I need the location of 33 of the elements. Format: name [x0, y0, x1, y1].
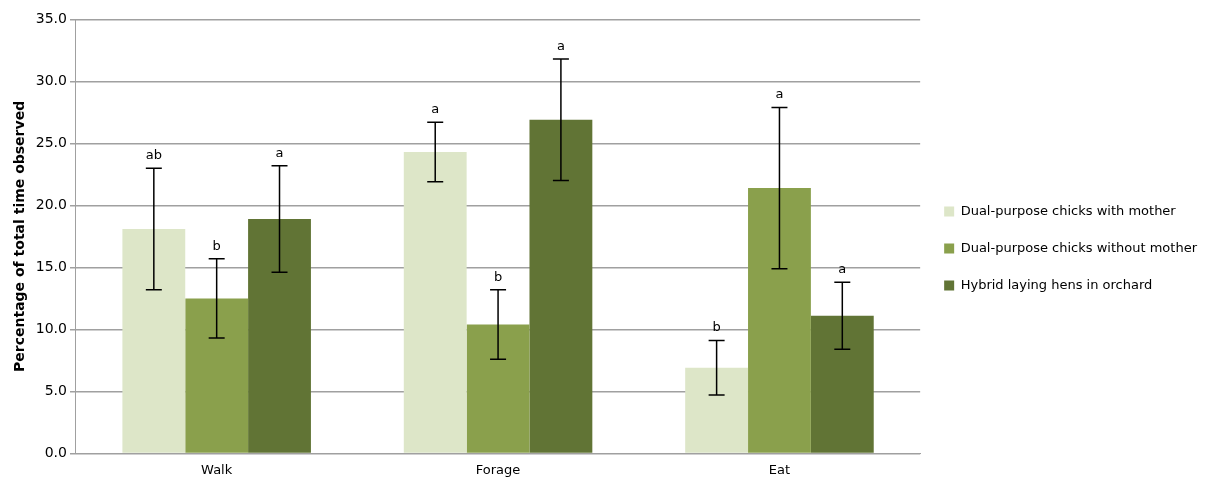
y-tick-label: 25.0: [35, 134, 67, 151]
y-axis-title: Percentage of total time observed: [11, 100, 28, 372]
bar: [122, 228, 186, 453]
bar: [185, 298, 249, 453]
bar: [810, 315, 874, 453]
annotation: b: [212, 237, 221, 253]
y-tick-label: 20.0: [35, 196, 67, 213]
bar: [529, 119, 593, 453]
legend-label: Dual-purpose chicks without mother: [960, 239, 1198, 255]
annotation: a: [838, 261, 847, 277]
bar: [466, 324, 530, 453]
annotation: a: [275, 144, 284, 160]
y-tick-label: 10.0: [35, 320, 67, 337]
bar: [248, 219, 311, 453]
annotation: a: [556, 37, 565, 53]
legend-label: Hybrid laying hens in orchard: [960, 276, 1153, 292]
x-tick-label: Forage: [475, 461, 521, 477]
annotation: a: [431, 101, 440, 117]
x-tick-label: Walk: [201, 461, 233, 477]
y-tick-label: 15.0: [35, 258, 67, 275]
y-tick-label: 35.0: [35, 10, 67, 27]
x-tick-label: Eat: [768, 461, 791, 477]
annotation: ab: [145, 147, 162, 163]
y-tick-label: 30.0: [35, 72, 67, 89]
annotation: b: [493, 268, 503, 284]
legend-label: Dual-purpose chicks with mother: [960, 202, 1177, 218]
annotation: b: [712, 319, 721, 335]
bar: [403, 152, 467, 453]
bar: [685, 367, 749, 453]
bar: [748, 188, 811, 453]
y-tick-label: 5.0: [44, 382, 67, 399]
y-tick-label: 0.0: [44, 444, 67, 461]
annotation: a: [775, 86, 784, 102]
